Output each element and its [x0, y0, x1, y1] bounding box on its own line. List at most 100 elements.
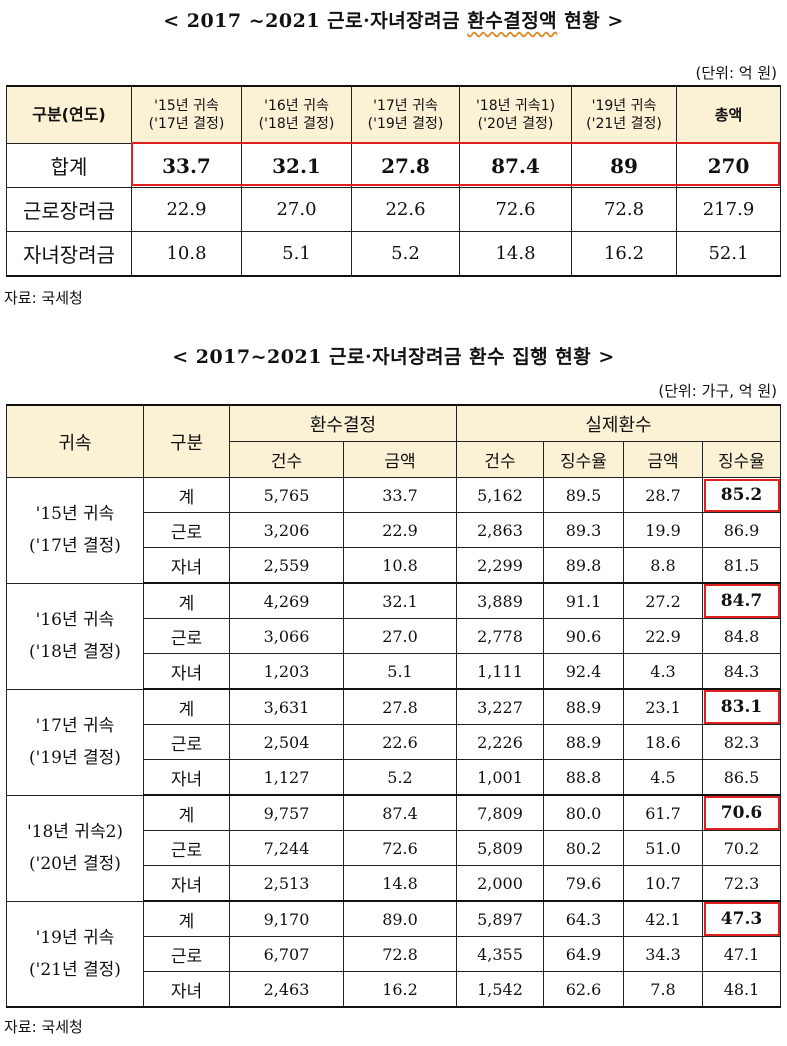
table-cell: 4,269	[229, 582, 344, 619]
table-cell: 72.3	[702, 865, 781, 902]
col-subheader: 금액	[623, 441, 703, 478]
highlighted-collection-rate: 85.2	[702, 477, 781, 513]
col-subheader: 금액	[343, 441, 457, 478]
table-cell: 3,631	[229, 688, 344, 725]
table-cell: 9,170	[229, 900, 344, 937]
group-label-line1: '16년 귀속	[35, 610, 115, 630]
col-header-type: 구분	[143, 404, 230, 478]
table-cell: 34.3	[623, 936, 703, 972]
table-cell: 6,707	[229, 936, 344, 972]
col-header: 총액	[676, 85, 781, 144]
col-header-text: 구분(연도)	[32, 105, 106, 124]
highlighted-collection-rate: 47.3	[702, 900, 781, 937]
table-row: 자녀 1,127 5.2 1,001 88.8 4.5 86.5	[7, 759, 781, 796]
table-cell: 48.1	[702, 971, 781, 1008]
row-label: 자녀장려금	[6, 231, 132, 277]
table-cell: 3,066	[229, 618, 344, 654]
table1-unit: (단위: 억 원)	[695, 64, 778, 82]
group-label: '18년 귀속2) ('20년 결정)	[6, 794, 144, 902]
col-subheader: 건수	[229, 441, 344, 478]
table-cell: 5,809	[456, 830, 544, 866]
table-cell: 70.2	[702, 830, 781, 866]
table-cell: 86.9	[702, 512, 781, 548]
table-cell: 72.8	[343, 936, 457, 972]
table-cell: 89.0	[343, 900, 457, 937]
col-header-line1: '17년 귀속	[373, 98, 438, 114]
table-cell: 5,162	[456, 477, 544, 513]
table-row: '16년 귀속 ('18년 결정) 계 4,269 32.1 3,889 91.1 27.2 8…	[6, 582, 781, 690]
table-cell: 22.6	[351, 187, 460, 232]
table-cell: 33.7	[131, 143, 242, 188]
highlighted-collection-rate: 83.1	[702, 688, 781, 725]
table-cell: 27.0	[241, 187, 352, 232]
table-row: 자녀 2,559 10.8 2,299 89.8 8.8 81.5	[7, 547, 781, 584]
table-cell: 61.7	[623, 794, 703, 831]
table-cell: 80.0	[543, 794, 624, 831]
group-label: '15년 귀속 ('17년 결정)	[6, 477, 144, 584]
table-cell: 32.1	[343, 582, 457, 619]
table2-header-row: 귀속 구분 환수결정 실제환수	[6, 404, 781, 478]
row-type: 근로	[143, 512, 230, 548]
table-cell: 3,889	[456, 582, 544, 619]
table-cell: 62.6	[543, 971, 624, 1008]
table-cell: 84.3	[702, 653, 781, 690]
col-header-line2: ('18년 결정)	[258, 116, 335, 132]
table-row: '19년 귀속 ('21년 결정) 계 9,170 89.0 5,897 64.3 42.1 4…	[6, 900, 781, 1008]
table-cell: 4.3	[623, 653, 703, 690]
highlighted-collection-rate: 84.7	[702, 582, 781, 619]
group-label-line1: '19년 귀속	[35, 927, 115, 948]
table-cell: 22.9	[623, 618, 703, 654]
table-cell: 5.2	[343, 759, 457, 796]
col-header-line2: ('19년 결정)	[367, 116, 444, 132]
table-cell: 14.8	[343, 865, 457, 902]
col-header-year: 귀속	[6, 404, 144, 478]
table-cell: 79.6	[543, 865, 624, 902]
table-cell: 89.8	[543, 547, 624, 584]
col-header-line2: ('20년 결정)	[477, 116, 554, 132]
col-subheader: 징수율	[702, 441, 781, 478]
table-cell: 3,227	[456, 688, 544, 725]
table-cell: 14.8	[459, 231, 572, 277]
table-cell: 23.1	[623, 688, 703, 725]
table-cell: 5,765	[229, 477, 344, 513]
row-type: 계	[143, 900, 230, 937]
row-type: 근로	[143, 724, 230, 760]
table-cell: 5.1	[241, 231, 352, 277]
table-cell: 2,463	[229, 971, 344, 1008]
table1-source: 자료: 국세청	[4, 289, 83, 307]
col-header: '16년 귀속 ('18년 결정)	[241, 85, 352, 144]
group-label-line2: ('21년 결정)	[29, 959, 121, 980]
row-type: 자녀	[143, 971, 230, 1008]
table-cell: 84.8	[702, 618, 781, 654]
table-cell: 87.4	[459, 143, 572, 188]
col-group-actual: 실제환수	[456, 404, 781, 442]
table-cell: 87.4	[343, 794, 457, 831]
table-cell: 27.8	[343, 688, 457, 725]
table-cell: 1,542	[456, 971, 544, 1008]
col-header-line2: ('21년 결정)	[586, 116, 662, 132]
table-cell: 2,778	[456, 618, 544, 654]
col-header-text: 총액	[714, 106, 743, 124]
table2-title: < 2017~2021 근로·자녀장려금 환수 집행 현황 >	[172, 346, 615, 368]
table-cell: 7,244	[229, 830, 344, 866]
table-row: 자녀 2,463 16.2 1,542 62.6 7.8 48.1	[7, 971, 781, 1008]
table-cell: 9,757	[229, 794, 344, 831]
table-row: '17년 귀속 ('19년 결정) 계 3,631 27.8 3,227 88.9 23.1 8…	[6, 688, 781, 796]
table-cell: 27.8	[351, 143, 460, 188]
group-label-line2: ('17년 결정)	[29, 536, 121, 557]
row-type: 계	[143, 688, 230, 725]
table-cell: 1,001	[456, 759, 544, 796]
table-cell: 5,897	[456, 900, 544, 937]
table-cell: 10.8	[343, 547, 457, 584]
col-header: '18년 귀속1) ('20년 결정)	[459, 85, 572, 144]
col-header: '19년 귀속 ('21년 결정)	[571, 85, 677, 144]
table-row: 자녀장려금 10.8 5.1 5.2 14.8 16.2 52.1	[6, 231, 781, 277]
table-cell: 4.5	[623, 759, 703, 796]
table-cell: 86.5	[702, 759, 781, 796]
row-type: 근로	[143, 618, 230, 654]
table-cell: 92.4	[543, 653, 624, 690]
table-cell: 88.8	[543, 759, 624, 796]
table-cell: 28.7	[623, 477, 703, 513]
table-cell: 1,111	[456, 653, 544, 690]
col-header-line2: ('17년 결정)	[148, 116, 225, 132]
